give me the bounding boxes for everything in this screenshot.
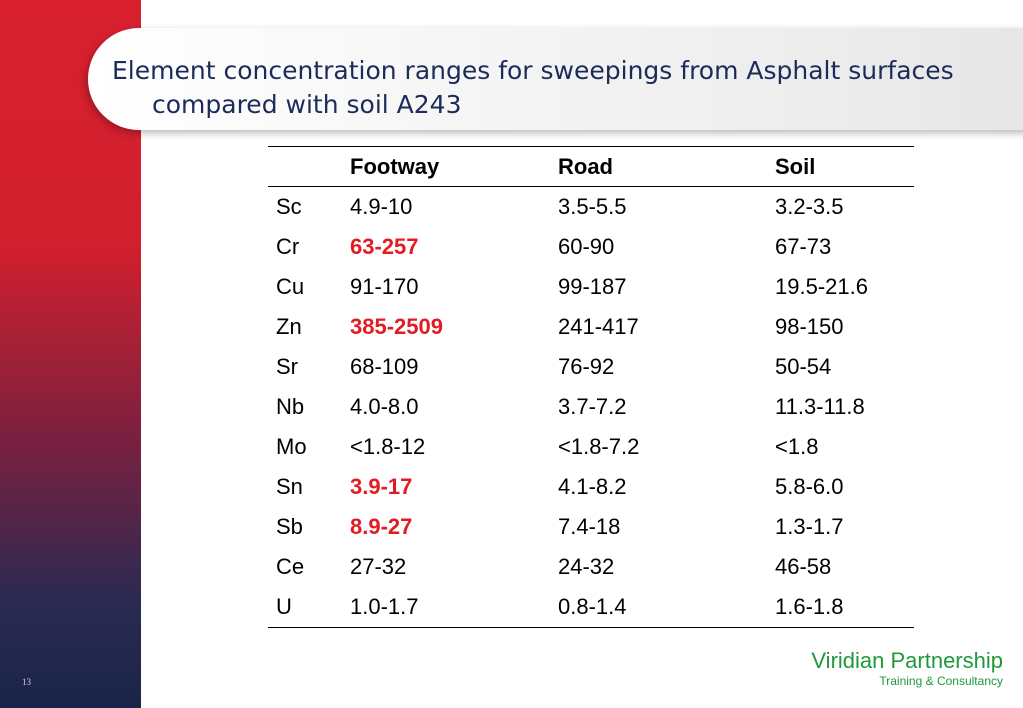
header-road: Road: [550, 146, 767, 187]
header-footway: Footway: [342, 146, 550, 187]
cell-element: Sr: [276, 354, 298, 379]
cell-soil: 11.3-11.8: [775, 394, 865, 419]
cell-element: Sb: [276, 514, 303, 539]
cell-element: Sc: [276, 194, 302, 219]
cell-soil: 98-150: [775, 314, 844, 339]
cell-road: 24-32: [558, 554, 615, 579]
slide-title: Element concentration ranges for sweepin…: [112, 56, 954, 119]
cell-road: 241-417: [558, 314, 639, 339]
cell-footway: 27-32: [350, 554, 407, 579]
table-row: Sr 68-109 76-92 50-54: [268, 347, 914, 387]
table-row: Nb 4.0-8.0 3.7-7.2 11.3-11.8: [268, 387, 914, 427]
cell-road: 76-92: [558, 354, 615, 379]
cell-road: 60-90: [558, 234, 615, 259]
table-body: Sc 4.9-10 3.5-5.5 3.2-3.5 Cr 63-257 60-90 67-73…: [268, 187, 914, 628]
cell-element: Zn: [276, 314, 302, 339]
cell-footway: 4.9-10: [350, 194, 413, 219]
cell-footway: 4.0-8.0: [350, 394, 419, 419]
cell-road: 3.5-5.5: [558, 194, 627, 219]
cell-road: 99-187: [558, 274, 627, 299]
cell-element: Cr: [276, 234, 300, 259]
brand-tagline: Training & Consultancy: [879, 674, 1003, 688]
cell-element: Ce: [276, 554, 305, 579]
cell-footway: 68-109: [350, 354, 419, 379]
cell-footway: 91-170: [350, 274, 419, 299]
cell-footway: 8.9-27: [350, 514, 413, 539]
brand-logo: Viridian Partnership Training & Consulta…: [811, 648, 1003, 688]
cell-footway: <1.8-12: [350, 434, 426, 459]
cell-road: 4.1-8.2: [558, 474, 627, 499]
table-row: Sb 8.9-27 7.4-18 1.3-1.7: [268, 507, 914, 547]
cell-road: 7.4-18: [558, 514, 621, 539]
table-row: Zn 385-2509 241-417 98-150: [268, 307, 914, 347]
concentration-table: Footway Road Soil Sc 4.9-10 3.5-5.5 3.2-3.5…: [268, 146, 914, 628]
cell-footway: 1.0-1.7: [342, 587, 550, 628]
table-row: Sc 4.9-10 3.5-5.5 3.2-3.5: [268, 187, 914, 228]
cell-road: 0.8-1.4: [550, 587, 767, 628]
cell-soil: 50-54: [775, 354, 832, 379]
cell-soil: 1.6-1.8: [767, 587, 914, 628]
table-header-row: Footway Road Soil: [268, 146, 914, 187]
header-soil: Soil: [767, 146, 914, 187]
page-number: 13: [22, 677, 31, 687]
table-row: Cu 91-170 99-187 19.5-21.6: [268, 267, 914, 307]
cell-element: Mo: [276, 434, 307, 459]
title-band: [88, 28, 1023, 130]
cell-element: Sn: [276, 474, 303, 499]
cell-soil: 3.2-3.5: [775, 194, 844, 219]
cell-soil: 46-58: [775, 554, 832, 579]
brand-name: Viridian Partnership: [811, 648, 1003, 673]
table-row: Ce 27-32 24-32 46-58: [268, 547, 914, 587]
cell-road: 3.7-7.2: [558, 394, 627, 419]
cell-road: <1.8-7.2: [558, 434, 640, 459]
table-row: Cr 63-257 60-90 67-73: [268, 227, 914, 267]
table-row: U 1.0-1.7 0.8-1.4 1.6-1.8: [268, 587, 914, 628]
cell-soil: 67-73: [775, 234, 832, 259]
cell-element: Cu: [276, 274, 305, 299]
table-row: Sn 3.9-17 4.1-8.2 5.8-6.0: [268, 467, 914, 507]
header-element: [268, 146, 342, 187]
table-row: Mo <1.8-12 <1.8-7.2 <1.8: [268, 427, 914, 467]
cell-element: Nb: [276, 394, 305, 419]
cell-soil: 5.8-6.0: [775, 474, 844, 499]
cell-element: U: [268, 587, 342, 628]
cell-soil: <1.8: [775, 434, 819, 459]
cell-footway: 63-257: [350, 234, 419, 259]
cell-soil: 19.5-21.6: [775, 274, 868, 299]
cell-soil: 1.3-1.7: [775, 514, 844, 539]
cell-footway: 385-2509: [350, 314, 443, 339]
cell-footway: 3.9-17: [350, 474, 413, 499]
